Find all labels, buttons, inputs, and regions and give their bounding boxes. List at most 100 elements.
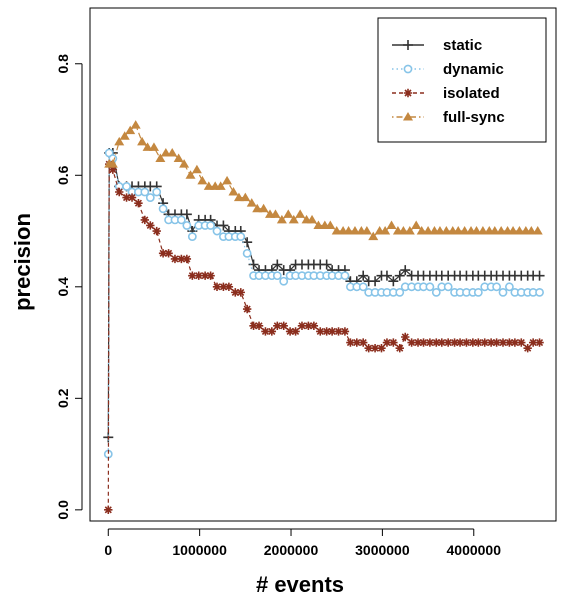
point-full-sync xyxy=(313,220,324,229)
point-isolated xyxy=(273,321,282,331)
point-dynamic xyxy=(492,282,502,292)
point-isolated xyxy=(352,338,362,347)
point-full-sync xyxy=(119,131,130,140)
legend-marker-static xyxy=(403,40,413,50)
point-dynamic xyxy=(498,287,508,297)
point-full-sync xyxy=(142,142,153,151)
point-isolated xyxy=(279,321,288,331)
point-isolated xyxy=(152,226,161,236)
point-static xyxy=(534,270,545,281)
series-layer xyxy=(103,120,545,515)
point-isolated xyxy=(492,338,501,347)
point-full-sync xyxy=(252,203,263,213)
point-full-sync xyxy=(441,226,452,235)
point-isolated xyxy=(309,321,319,331)
point-static xyxy=(381,270,392,281)
point-dynamic xyxy=(425,282,435,292)
point-isolated xyxy=(267,327,277,336)
point-full-sync xyxy=(130,120,141,129)
point-dynamic xyxy=(206,221,216,230)
point-static xyxy=(218,220,229,231)
point-isolated xyxy=(389,338,398,347)
legend-marker-isolated xyxy=(403,88,413,98)
point-full-sync xyxy=(228,187,239,196)
legend-marker-full-sync xyxy=(403,112,413,121)
point-full-sync xyxy=(411,220,422,229)
point-isolated xyxy=(182,254,192,264)
point-isolated xyxy=(505,338,514,347)
point-dynamic xyxy=(122,182,131,191)
point-full-sync xyxy=(343,226,354,235)
point-isolated xyxy=(206,271,215,280)
point-isolated xyxy=(261,327,270,336)
point-full-sync xyxy=(173,153,184,163)
point-dynamic xyxy=(145,193,155,202)
point-isolated xyxy=(450,338,459,347)
point-full-sync xyxy=(496,226,507,235)
point-isolated xyxy=(231,288,240,297)
point-isolated xyxy=(498,338,508,347)
plot-frame xyxy=(89,7,557,522)
point-full-sync xyxy=(434,226,445,235)
legend-box xyxy=(377,17,547,143)
x-tick-label: 0 xyxy=(104,542,112,558)
y-tick-label: 0.0 xyxy=(55,500,71,520)
point-dynamic xyxy=(140,187,150,197)
x-axis-title: # events xyxy=(256,572,344,597)
point-isolated xyxy=(322,327,331,336)
point-isolated xyxy=(140,215,150,225)
point-full-sync xyxy=(361,226,372,235)
point-isolated xyxy=(395,343,404,353)
point-isolated xyxy=(224,282,234,292)
y-axis-title: precision xyxy=(10,213,35,311)
point-full-sync xyxy=(489,226,500,235)
point-isolated xyxy=(297,321,307,331)
point-full-sync xyxy=(215,181,226,190)
point-dynamic xyxy=(182,221,192,230)
point-isolated xyxy=(359,338,368,347)
legend-entry-full-sync: full-sync xyxy=(392,109,505,126)
legend-label-dynamic: dynamic xyxy=(443,61,504,78)
point-static xyxy=(272,259,283,270)
legend-label-isolated: isolated xyxy=(443,85,500,102)
point-full-sync xyxy=(380,226,391,235)
point-dynamic xyxy=(358,282,368,292)
point-full-sync xyxy=(386,220,397,229)
x-tick-label: 1000000 xyxy=(172,542,227,558)
point-dynamic xyxy=(158,204,168,214)
point-isolated xyxy=(304,321,313,331)
point-full-sync xyxy=(404,226,415,235)
point-full-sync xyxy=(160,147,171,157)
point-isolated xyxy=(254,321,264,331)
y-tick-label: 0.2 xyxy=(55,388,71,408)
point-full-sync xyxy=(203,181,214,190)
point-isolated xyxy=(419,338,428,347)
y-tick-label: 0.8 xyxy=(55,54,71,74)
point-isolated xyxy=(510,338,520,347)
point-isolated xyxy=(236,288,245,297)
series-isolated xyxy=(104,159,544,515)
point-dynamic xyxy=(395,287,405,297)
point-full-sync xyxy=(114,136,125,146)
point-full-sync xyxy=(197,175,208,185)
point-full-sync xyxy=(191,164,202,174)
point-isolated xyxy=(462,338,471,347)
point-isolated xyxy=(291,327,300,336)
point-static xyxy=(370,276,381,287)
point-dynamic xyxy=(152,187,162,197)
point-full-sync xyxy=(398,226,409,235)
y-tick-label: 0.6 xyxy=(55,165,71,185)
point-isolated xyxy=(468,338,478,347)
point-isolated xyxy=(382,338,392,347)
x-tick-label: 2000000 xyxy=(264,542,319,558)
point-full-sync xyxy=(288,214,299,224)
point-isolated xyxy=(528,338,538,347)
point-static xyxy=(321,259,332,270)
legend-entry-static: static xyxy=(392,37,482,54)
point-full-sync xyxy=(471,226,482,235)
axes: 0 1000000 2000000 3000000 4000000 0.0 0.2 0.4 0.… xyxy=(55,54,501,558)
point-isolated xyxy=(377,343,386,353)
point-full-sync xyxy=(453,226,464,235)
point-isolated xyxy=(407,338,416,347)
point-static xyxy=(358,270,369,281)
